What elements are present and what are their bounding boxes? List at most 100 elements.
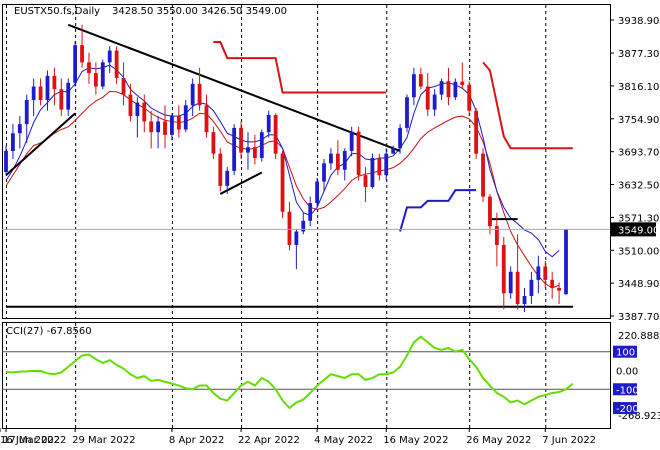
bearish-candle [543,266,548,280]
bullish-candle [412,74,416,98]
trendline [5,112,76,176]
cci-max-label: 220.8885 [618,331,660,342]
blue-moving-average-line [5,64,560,258]
chart-ohlc-label: 3428.50 3550.00 3426.50 3549.00 [112,6,287,17]
bearish-candle [211,132,216,154]
bearish-candle [550,279,555,288]
upper-stop-line [482,61,573,150]
time-tick-label: 8 Apr 2022 [169,435,224,446]
bearish-candle [52,75,57,90]
chart-symbol-label: EUSTX50.fs,Daily [14,6,100,17]
bearish-candle [467,84,472,111]
time-tick-label: 29 Mar 2022 [72,435,135,446]
bullish-candle [232,127,237,171]
time-tick-label: 16 Jun 2022 [0,435,60,446]
price-tick-label: 3571.30 [618,213,659,224]
bearish-candle [446,81,451,98]
bearish-candle [280,153,285,212]
cci-min-label: -268.9239 [618,411,660,422]
bullish-candle [370,157,375,187]
bullish-candle [529,279,534,296]
bullish-candle [107,50,112,63]
cci-level-tag [613,345,637,358]
bullish-candle [31,86,36,100]
bullish-candle [342,150,347,170]
upper-stop-line [213,40,387,94]
bearish-candle [93,73,98,87]
bullish-candle [190,83,195,106]
bullish-candle [246,147,250,153]
bearish-candle [80,45,84,63]
bullish-candle [398,127,402,149]
bearish-candle [356,131,361,176]
bullish-candle [322,163,326,182]
bullish-candle [156,121,160,133]
bullish-candle [4,150,8,172]
time-tick-label: 4 May 2022 [314,435,373,446]
time-tick-label: 7 Jun 2022 [542,435,596,446]
bearish-candle [128,94,133,117]
bearish-candle [287,211,292,245]
bearish-candle [515,271,520,305]
cci-label: CCI(27) -67.8560 [6,326,92,337]
price-tick-label: 3938.90 [618,16,659,27]
cci-panel-frame [2,322,611,429]
bullish-candle [536,266,541,280]
bearish-candle [114,50,119,78]
bullish-candle [301,220,306,232]
bearish-candle [218,153,223,186]
bullish-candle [45,75,50,100]
price-panel-frame [2,4,611,319]
cci-tick-label: -200 [616,404,639,415]
time-tick-label: 22 Apr 2022 [238,435,300,446]
bullish-candle [432,94,437,110]
cci-tick-label: 100 [616,348,635,359]
bearish-candle [488,196,492,227]
bearish-candle [335,153,340,170]
bullish-candle [564,229,568,295]
cci-line [5,335,574,410]
bearish-candle [38,86,43,100]
bearish-candle [197,83,202,106]
bearish-candle [460,81,465,85]
bearish-candle [149,121,154,133]
bearish-candle [163,121,167,135]
bullish-candle [308,203,313,221]
bearish-candle [474,110,479,154]
price-tick-label: 3754.90 [618,115,659,126]
bullish-candle [170,116,174,135]
bullish-candle [24,99,29,125]
bullish-candle [329,153,333,164]
bullish-candle [349,131,354,151]
bullish-candle [405,97,409,128]
cci-level-tag [613,383,637,396]
bullish-candle [315,181,320,204]
bearish-candle [239,127,243,153]
bearish-candle [252,147,257,158]
price-tick-label: 3510.00 [618,246,659,257]
bullish-candle [384,153,389,176]
bearish-candle [481,153,485,197]
bullish-candle [453,81,458,98]
price-tick-label: 3877.30 [618,49,659,60]
bullish-candle [183,105,188,130]
cci-tick-label: 0.00 [616,366,638,377]
cci-level-tag [613,402,637,415]
bullish-candle [17,124,22,134]
bullish-candle [73,45,78,83]
bearish-candle [142,102,147,122]
bearish-candle [273,114,278,154]
bullish-candle [522,295,527,305]
cci-tick-label: -100 [616,385,639,396]
bullish-candle [135,102,140,117]
price-tick-label: 3632.50 [618,181,659,192]
time-tick-label: 16 May 2022 [383,435,448,446]
price-tick-label: 3448.90 [618,279,659,290]
bearish-candle [121,77,126,95]
bullish-candle [11,133,15,151]
bearish-candle [501,244,506,294]
price-tick-label: 3816.10 [618,82,659,93]
price-tick-label: 3387.70 [618,312,659,323]
bullish-candle [391,148,396,154]
